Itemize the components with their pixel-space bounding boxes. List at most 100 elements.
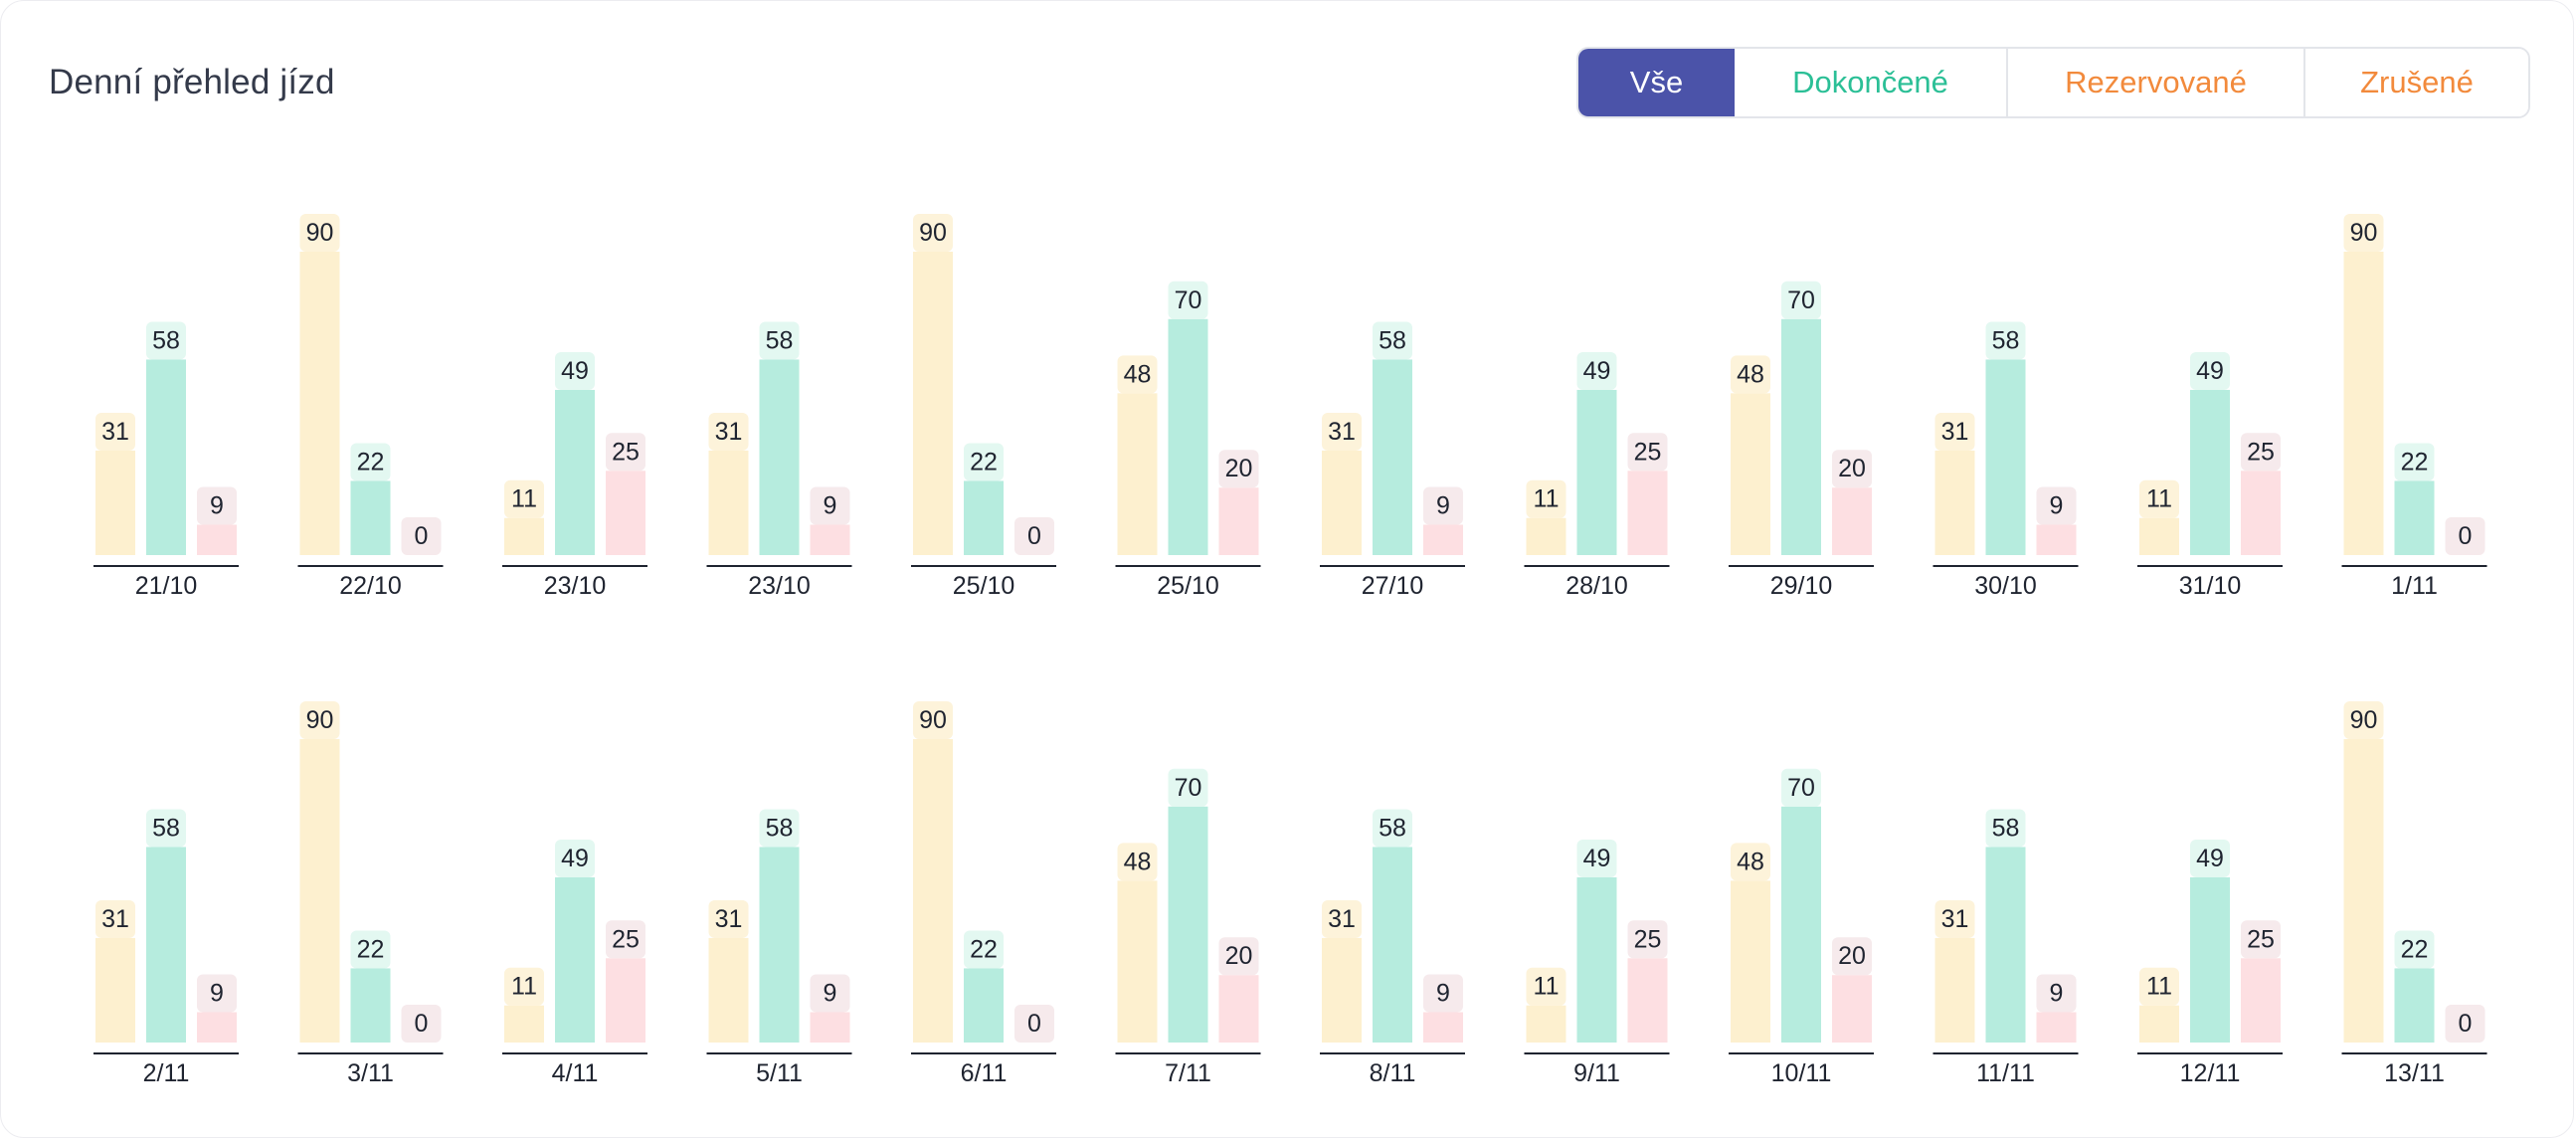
bar-dokončené-25-10[interactable] xyxy=(964,480,1004,555)
bar-rezervované-11-11[interactable] xyxy=(1934,937,1975,1043)
bar-rezervované-8-11[interactable] xyxy=(1322,937,1362,1043)
value-label: 31 xyxy=(1328,905,1356,933)
bar-zrušené-4-11[interactable] xyxy=(606,958,645,1043)
bar-zrušené-30-10[interactable] xyxy=(2036,524,2077,556)
value-label-bg xyxy=(1218,937,1259,976)
bar-dokončené-22-10[interactable] xyxy=(350,480,391,555)
bar-zrušené-11-11[interactable] xyxy=(2036,1012,2077,1044)
value-label: 0 xyxy=(2459,522,2473,550)
bar-dokončené-5-11[interactable] xyxy=(759,847,800,1043)
bar-dokončené-1-11[interactable] xyxy=(2394,480,2435,555)
bar-zrušené-29-10[interactable] xyxy=(1832,487,1872,555)
bar-dokončené-9-11[interactable] xyxy=(1576,876,1617,1043)
value-label-bg xyxy=(504,479,544,518)
bar-zrušené-28-10[interactable] xyxy=(1627,471,1668,555)
value-label-bg xyxy=(1218,450,1259,488)
bar-zrušené-7-11[interactable] xyxy=(1218,975,1259,1043)
bar-dokončené-27-10[interactable] xyxy=(1373,359,1412,555)
value-label-bg xyxy=(95,899,135,938)
bar-rezervované-3-11[interactable] xyxy=(299,739,340,1043)
value-label: 20 xyxy=(1225,455,1253,482)
bar-dokončené-23-10[interactable] xyxy=(555,389,595,555)
filter-cancelled-button[interactable]: Zrušené xyxy=(2305,49,2528,116)
bar-rezervované-2-11[interactable] xyxy=(95,937,135,1043)
bar-rezervované-22-10[interactable] xyxy=(299,252,340,555)
bar-zrušené-27-10[interactable] xyxy=(1423,524,1463,556)
value-label-bg xyxy=(1117,355,1158,394)
value-label-bg xyxy=(2394,443,2435,481)
value-label: 11 xyxy=(1534,485,1560,513)
bar-zrušené-25-10[interactable] xyxy=(1218,487,1259,555)
bar-rezervované-6-11[interactable] xyxy=(913,739,953,1043)
bar-rezervované-25-10[interactable] xyxy=(913,252,953,555)
bar-rezervované-23-10[interactable] xyxy=(708,450,749,555)
value-label-bg xyxy=(1934,899,1975,938)
value-label: 90 xyxy=(919,219,947,247)
bar-zrušené-21-10[interactable] xyxy=(197,524,237,556)
bar-dokončené-11-11[interactable] xyxy=(1985,847,2026,1043)
bar-dokončené-13-11[interactable] xyxy=(2394,968,2435,1043)
value-label: 22 xyxy=(357,448,385,475)
bar-dokončené-23-10[interactable] xyxy=(759,359,800,555)
bar-rezervované-9-11[interactable] xyxy=(1526,1005,1566,1043)
filter-all-button[interactable]: Vše xyxy=(1578,49,1735,116)
bar-rezervované-23-10[interactable] xyxy=(504,517,544,555)
value-label: 58 xyxy=(1992,814,2020,842)
value-label-bg xyxy=(197,486,237,525)
value-label: 48 xyxy=(1124,360,1152,388)
bar-dokončené-3-11[interactable] xyxy=(350,968,391,1043)
value-label-bg xyxy=(1627,433,1668,472)
value-label-bg xyxy=(913,214,953,252)
value-label-bg xyxy=(1576,351,1617,390)
bar-rezervované-31-10[interactable] xyxy=(2139,517,2179,555)
bar-dokončené-6-11[interactable] xyxy=(964,968,1004,1043)
bar-rezervované-4-11[interactable] xyxy=(504,1005,544,1043)
bar-rezervované-1-11[interactable] xyxy=(2343,252,2384,555)
bar-zrušené-23-10[interactable] xyxy=(810,524,850,556)
bar-dokončené-10-11[interactable] xyxy=(1781,806,1821,1043)
bar-rezervované-29-10[interactable] xyxy=(1731,393,1770,555)
bar-dokončené-30-10[interactable] xyxy=(1985,359,2026,555)
bar-zrušené-5-11[interactable] xyxy=(810,1012,850,1044)
bar-dokončené-25-10[interactable] xyxy=(1168,318,1208,555)
bar-dokončené-28-10[interactable] xyxy=(1576,389,1617,555)
bar-rezervované-27-10[interactable] xyxy=(1322,450,1362,555)
filter-completed-button[interactable]: Dokončené xyxy=(1735,49,2008,116)
bar-zrušené-23-10[interactable] xyxy=(606,471,645,555)
value-label: 11 xyxy=(1534,973,1560,1001)
value-label-bg xyxy=(1423,974,1463,1013)
bar-dokončené-2-11[interactable] xyxy=(146,847,186,1043)
value-label-bg xyxy=(1731,355,1770,394)
bar-dokončené-29-10[interactable] xyxy=(1781,318,1821,555)
bar-rezervované-10-11[interactable] xyxy=(1731,880,1770,1043)
value-label-bg xyxy=(1322,412,1362,451)
bar-dokončené-12-11[interactable] xyxy=(2190,876,2230,1043)
x-tick-label: 7/11 xyxy=(1165,1059,1211,1087)
bar-rezervované-12-11[interactable] xyxy=(2139,1005,2179,1043)
value-label-bg xyxy=(1985,321,2026,360)
bar-dokončené-4-11[interactable] xyxy=(555,876,595,1043)
bar-zrušené-8-11[interactable] xyxy=(1423,1012,1463,1044)
bar-rezervované-5-11[interactable] xyxy=(708,937,749,1043)
bar-dokončené-8-11[interactable] xyxy=(1373,847,1412,1043)
bar-dokončené-21-10[interactable] xyxy=(146,359,186,555)
bar-rezervované-21-10[interactable] xyxy=(95,450,135,555)
bar-dokončené-31-10[interactable] xyxy=(2190,389,2230,555)
bar-zrušené-10-11[interactable] xyxy=(1832,975,1872,1043)
bar-zrušené-2-11[interactable] xyxy=(197,1012,237,1044)
bar-rezervované-25-10[interactable] xyxy=(1117,393,1158,555)
value-label-bg xyxy=(1526,967,1566,1006)
bar-rezervované-30-10[interactable] xyxy=(1934,450,1975,555)
bar-zrušené-12-11[interactable] xyxy=(2241,958,2281,1043)
bar-rezervované-28-10[interactable] xyxy=(1526,517,1566,555)
value-label: 11 xyxy=(2146,485,2172,513)
bar-rezervované-13-11[interactable] xyxy=(2343,739,2384,1043)
value-label-bg xyxy=(350,443,391,481)
bar-rezervované-7-11[interactable] xyxy=(1117,880,1158,1043)
value-label: 58 xyxy=(766,326,794,354)
bar-zrušené-9-11[interactable] xyxy=(1627,958,1668,1043)
filter-reserved-button[interactable]: Rezervované xyxy=(2008,49,2305,116)
bar-dokončené-7-11[interactable] xyxy=(1168,806,1208,1043)
value-label-bg xyxy=(1014,517,1054,555)
bar-zrušené-31-10[interactable] xyxy=(2241,471,2281,555)
